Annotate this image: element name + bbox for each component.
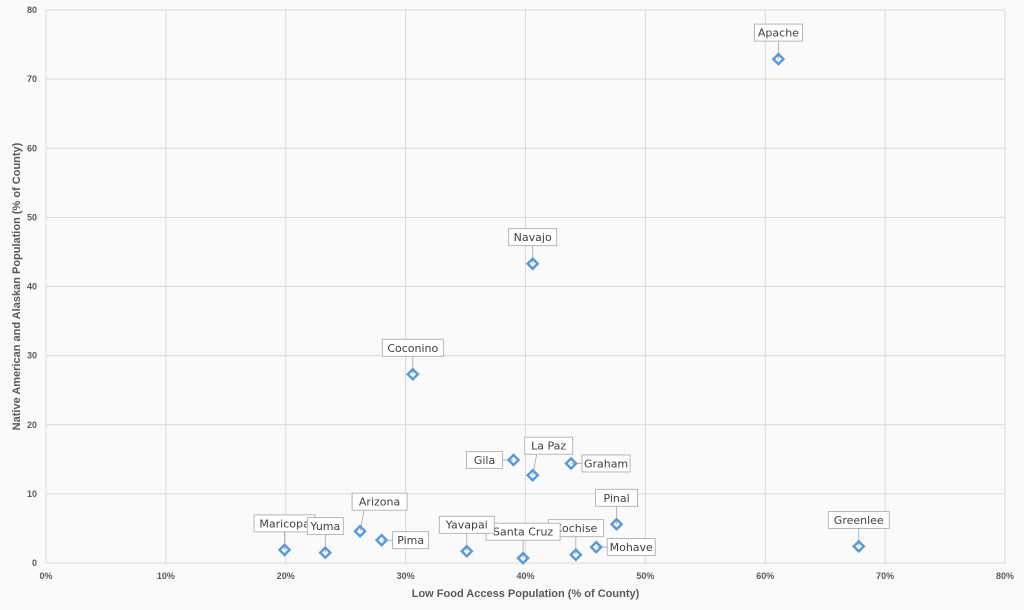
data-point-graham [564, 456, 578, 471]
x-axis-title: Low Food Access Population (% of County) [412, 588, 640, 600]
point-label: Yuma [309, 520, 340, 533]
data-point-maricopa [277, 543, 292, 557]
y-tick-label: 10 [27, 489, 37, 499]
data-point-mohave [589, 540, 603, 554]
label-box [595, 488, 639, 507]
label-box [392, 531, 430, 550]
data-label-mohave: Mohave [596, 538, 656, 557]
label-box [606, 538, 656, 557]
y-axis-title: Native American and Alaskan Population (… [11, 142, 23, 430]
y-tick-label: 60 [27, 143, 37, 153]
gridlines [45, 9, 1006, 564]
x-tick-label: 60% [756, 571, 774, 581]
data-label-gila: Gila [466, 451, 514, 469]
data-label-cochise: Cochise [547, 519, 604, 555]
label-box [524, 436, 574, 455]
data-point-pinal [609, 517, 624, 532]
data-label-pima: Pima [381, 531, 430, 550]
x-tick-label: 20% [277, 571, 295, 581]
data-label-yuma: Yuma [306, 517, 344, 553]
x-tick-label: 0% [39, 571, 52, 581]
x-tick-label: 80% [996, 571, 1014, 581]
point-label: La Paz [531, 440, 566, 453]
label-box [827, 511, 890, 529]
y-tick-label: 70 [27, 74, 37, 84]
data-label-coconino: Coconino [381, 338, 444, 375]
y-tick-label: 30 [27, 351, 37, 361]
point-label: Maricopa [259, 517, 309, 530]
label-box [581, 454, 631, 473]
point-label: Gila [474, 454, 495, 467]
data-point-cochise [569, 547, 583, 562]
y-tick-label: 80 [27, 5, 37, 15]
data-point-yuma [318, 545, 333, 560]
x-tick-label: 30% [397, 571, 415, 581]
label-box [754, 23, 803, 42]
point-label: Apache [758, 27, 799, 40]
data-point-yavapai [459, 544, 474, 559]
point-label: Mohave [610, 541, 653, 554]
label-box [381, 338, 444, 357]
x-tick-label: 40% [516, 571, 534, 581]
point-label: Pima [397, 534, 424, 547]
label-box [466, 451, 503, 469]
data-point-santa-cruz [516, 551, 530, 565]
data-label-greenlee: Greenlee [827, 511, 890, 547]
point-label: Graham [584, 457, 628, 470]
y-tick-label: 20 [27, 420, 37, 430]
point-label: Yavapai [445, 519, 488, 532]
data-points [277, 52, 866, 565]
point-label: Coconino [387, 342, 438, 355]
data-label-santa-cruz: Santa Cruz [485, 522, 561, 559]
x-tick-label: 10% [157, 571, 175, 581]
data-point-navajo [525, 256, 540, 271]
label-box [508, 228, 558, 247]
data-point-arizona [353, 524, 367, 538]
point-label: Navajo [514, 231, 552, 244]
data-point-coconino [406, 367, 420, 382]
label-box [306, 517, 344, 536]
label-box [438, 515, 495, 534]
data-point-greenlee [851, 539, 866, 554]
data-labels: Apache Navajo Coconino Gila La Paz Graham Pina… [253, 23, 890, 559]
point-label: Arizona [359, 496, 400, 509]
tick-labels: 0% 10% 20% 30% 40% 50% 60% 70% 80% 0 10 20 30 40 50 60 7… [27, 5, 1014, 581]
point-label: Pinal [603, 492, 629, 505]
data-point-gila [506, 453, 521, 467]
x-tick-label: 50% [636, 571, 654, 581]
data-label-pinal: Pinal [595, 488, 639, 525]
data-point-la-paz [525, 468, 540, 482]
y-tick-label: 50 [27, 212, 37, 222]
point-label: Greenlee [834, 514, 884, 527]
data-label-graham: Graham [571, 454, 631, 473]
label-box [351, 492, 408, 511]
point-label: Cochise [554, 522, 597, 535]
data-label-apache: Apache [754, 23, 803, 60]
x-tick-label: 70% [876, 571, 894, 581]
y-tick-label: 40 [27, 282, 37, 292]
y-tick-label: 0 [32, 558, 37, 568]
data-label-arizona: Arizona [351, 492, 408, 532]
data-label-navajo: Navajo [508, 228, 558, 264]
data-point-apache [771, 52, 786, 66]
data-label-yavapai: Yavapai [438, 515, 495, 552]
point-label: Santa Cruz [493, 526, 553, 539]
data-point-pima [374, 533, 389, 547]
